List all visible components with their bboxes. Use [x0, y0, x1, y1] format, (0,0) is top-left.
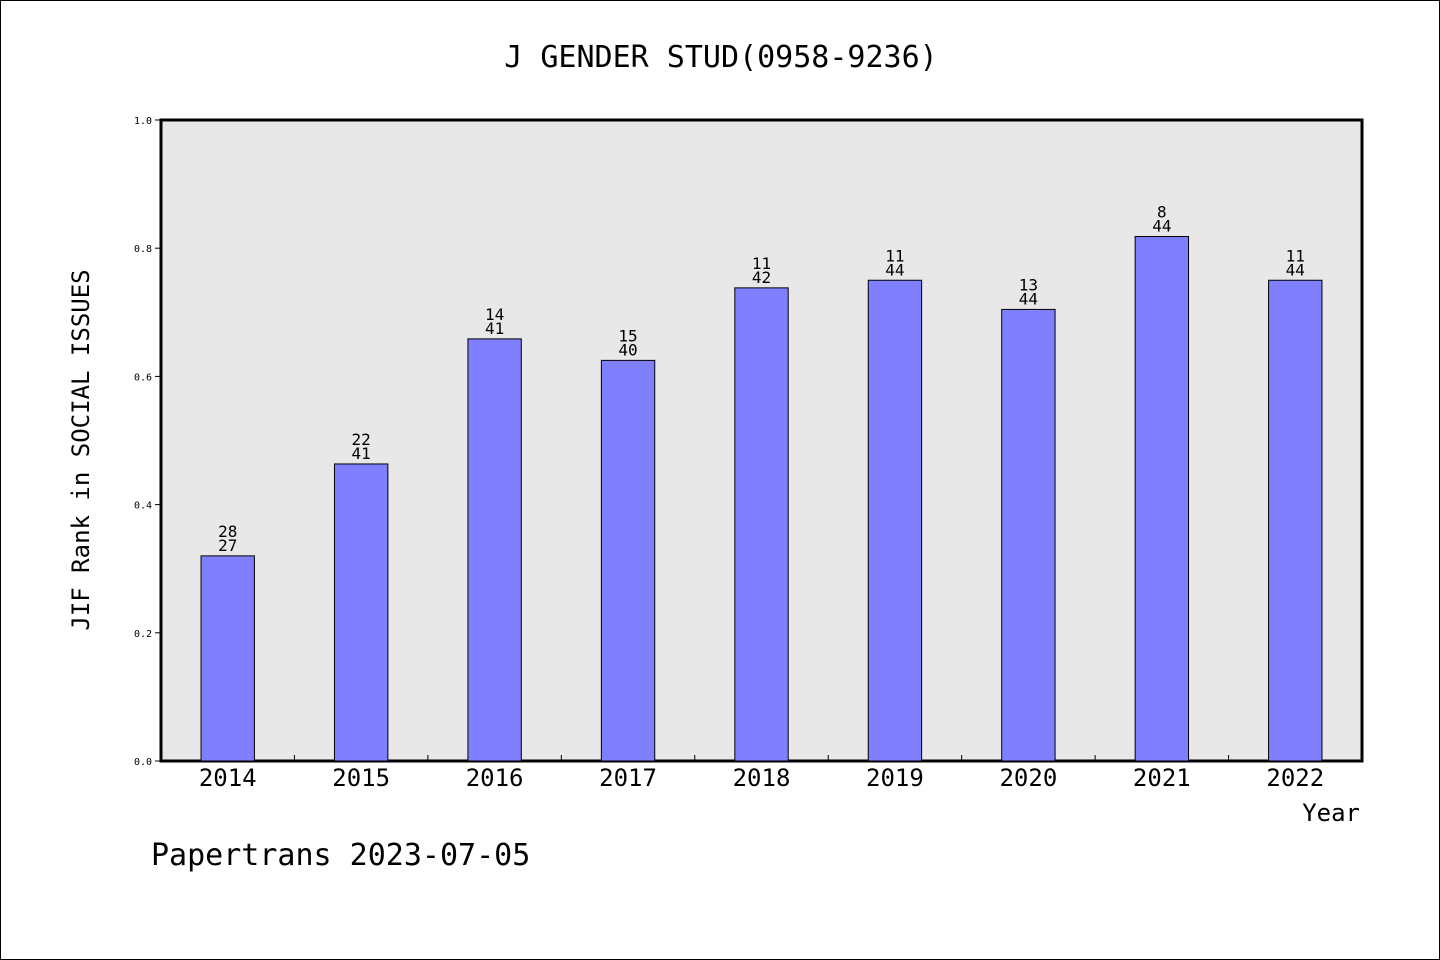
y-tick-label: 1.0: [134, 116, 152, 127]
x-axis: 2014 2015 2016 2017 2018 2019 2020 2021 2022: [199, 755, 1324, 792]
bar-count-label: 44: [1286, 260, 1305, 279]
y-axis: 0.0 0.2 0.4 0.6 0.8 1.0: [134, 116, 161, 768]
chart-title: J GENDER STUD(0958-9236): [504, 40, 937, 75]
x-tick-label: 2018: [733, 764, 791, 792]
bar-rank-label: 11: [1286, 246, 1305, 265]
bar-count-label: 27: [218, 536, 237, 555]
x-tick-label: 2015: [332, 764, 390, 792]
y-tick-label: 0.8: [134, 244, 152, 255]
bar-2019: [867, 279, 923, 762]
bar-2014: [200, 555, 255, 762]
footer-credit: Papertrans 2023-07-05: [151, 838, 530, 873]
bar-rank-label: 28: [218, 522, 237, 541]
bar-rank-label: 13: [1019, 275, 1038, 294]
x-tick-label: 2021: [1133, 764, 1191, 792]
x-tick-label: 2016: [466, 764, 524, 792]
bar-count-label: 41: [352, 444, 371, 463]
bar-rank-label: 15: [618, 326, 637, 345]
bar-2022: [1268, 279, 1323, 762]
bar-2017: [600, 359, 656, 762]
y-tick-label: 0.0: [134, 757, 152, 768]
bar-rank-label: 22: [352, 430, 371, 449]
x-tick-label: 2019: [866, 764, 924, 792]
bar-rank-label: 14: [485, 305, 504, 324]
bar-rank-label: 8: [1157, 203, 1167, 222]
x-axis-label: Year: [1302, 799, 1360, 827]
x-tick-label: 2014: [199, 764, 257, 792]
bar-2018: [734, 287, 789, 762]
x-tick-label: 2022: [1266, 764, 1324, 792]
bar-count-label: 41: [485, 319, 504, 338]
bar-series: [200, 236, 1323, 762]
bar-count-label: 44: [1152, 217, 1171, 236]
bar-count-label: 40: [618, 340, 637, 359]
y-tick-label: 0.2: [134, 629, 152, 640]
bar-2015: [333, 463, 389, 762]
x-tick-label: 2017: [599, 764, 657, 792]
bar-2016: [467, 338, 522, 762]
bar-rank-label: 11: [885, 246, 904, 265]
x-tick-label: 2020: [999, 764, 1057, 792]
bar-count-label: 44: [885, 260, 904, 279]
bar-count-label: 42: [752, 268, 771, 287]
bar-2021: [1134, 236, 1190, 762]
y-tick-label: 0.6: [134, 372, 152, 383]
bar-2020: [1001, 308, 1056, 762]
y-axis-label: JIF Rank in SOCIAL ISSUES: [67, 269, 95, 630]
bar-count-label: 44: [1019, 289, 1038, 308]
bar-rank-label: 11: [752, 254, 771, 273]
y-tick-label: 0.4: [134, 501, 152, 512]
